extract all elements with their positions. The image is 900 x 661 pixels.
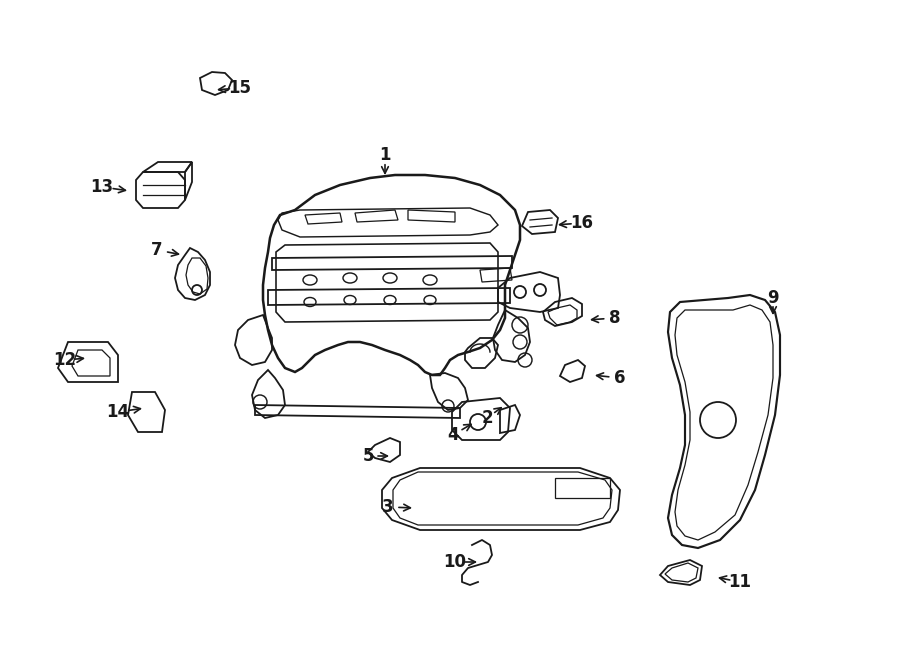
Text: 4: 4 [447,426,459,444]
Text: 10: 10 [444,553,466,571]
Text: 13: 13 [90,178,113,196]
Text: 3: 3 [382,498,394,516]
Text: 7: 7 [151,241,163,259]
Text: 16: 16 [571,214,593,232]
Text: 8: 8 [609,309,621,327]
Text: 6: 6 [614,369,626,387]
Text: 15: 15 [229,79,251,97]
Text: 12: 12 [53,351,76,369]
Text: 5: 5 [362,447,374,465]
Text: 14: 14 [106,403,130,421]
Text: 1: 1 [379,146,391,164]
Text: 11: 11 [728,573,752,591]
Text: 2: 2 [482,409,493,427]
Text: 9: 9 [767,289,778,307]
